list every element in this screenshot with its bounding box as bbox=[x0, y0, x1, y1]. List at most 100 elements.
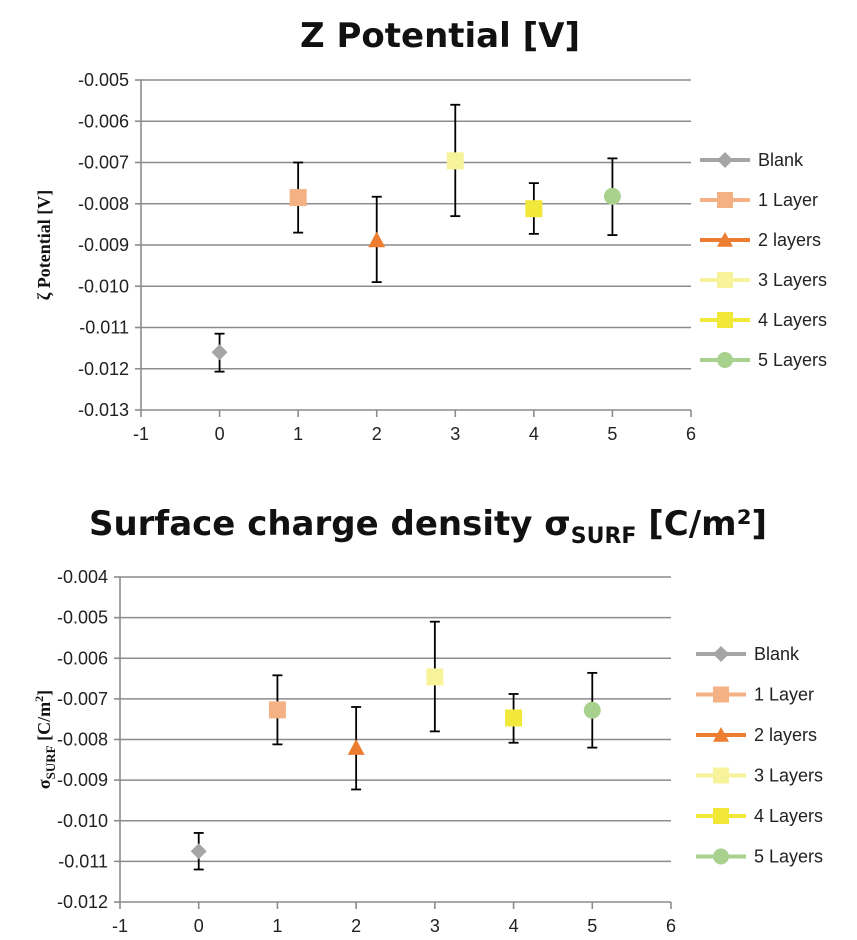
legend-label: 4 Layers bbox=[754, 806, 823, 826]
legend-item-2-layers: 2 layers bbox=[696, 725, 817, 745]
y-tick-label: -0.006 bbox=[57, 648, 108, 668]
legend-marker-1-layer bbox=[717, 192, 733, 208]
data-point-4-layers bbox=[525, 182, 543, 235]
legend-label: 3 Layers bbox=[758, 270, 827, 290]
y-axis-label: ζ Potential [V] bbox=[34, 190, 54, 300]
zeta-potential-chart: Z Potential [V] -0.005 -0.006 -0.007 -0.008 -… bbox=[0, 0, 857, 460]
data-point-3-layers bbox=[426, 620, 444, 733]
legend-item-3-layers: 3 Layers bbox=[700, 270, 827, 290]
y-tick-label: -0.010 bbox=[78, 276, 129, 296]
x-tick-label: 4 bbox=[509, 916, 519, 936]
x-tick-label: 3 bbox=[430, 916, 440, 936]
marker-3-layers bbox=[426, 668, 444, 686]
legend-item-5-layers: 5 Layers bbox=[700, 350, 827, 370]
legend-marker-4-layers bbox=[713, 808, 729, 824]
zeta-potential-chart-svg: Z Potential [V] -0.005 -0.006 -0.007 -0.008 -… bbox=[34, 16, 827, 444]
surface-charge-chart: Surface charge density σSURF [C/m²] -0.00… bbox=[0, 470, 857, 940]
data-point-5-layers bbox=[583, 671, 601, 749]
legend-label: 2 layers bbox=[758, 230, 821, 250]
legend-label: 5 Layers bbox=[754, 847, 823, 867]
legend-marker-3-layers bbox=[717, 272, 733, 288]
legend: Blank 1 Layer 2 layers 3 Layers 4 Layers 5 La… bbox=[696, 644, 823, 867]
y-tick-label: -0.004 bbox=[57, 567, 108, 587]
legend-marker-4-layers bbox=[717, 312, 733, 328]
y-tick-label: -0.008 bbox=[78, 194, 129, 214]
y-tick-label: -0.010 bbox=[57, 811, 108, 831]
marker-blank bbox=[190, 843, 207, 860]
data-point-1-layer bbox=[268, 674, 286, 746]
legend-label: 4 Layers bbox=[758, 310, 827, 330]
legend-item-3-layers: 3 Layers bbox=[696, 766, 823, 786]
legend-label: 5 Layers bbox=[758, 350, 827, 370]
x-tick-label: 4 bbox=[529, 424, 539, 444]
marker-1-layer bbox=[268, 701, 286, 719]
x-tick-label: 1 bbox=[272, 916, 282, 936]
marker-5-layers bbox=[603, 187, 621, 205]
y-tick-label: -0.005 bbox=[78, 70, 129, 90]
legend-marker-3-layers bbox=[713, 767, 729, 784]
legend-item-blank: Blank bbox=[696, 644, 800, 664]
legend-item-5-layers: 5 Layers bbox=[696, 847, 823, 867]
legend-marker-2-layers bbox=[713, 727, 729, 742]
marker-2-layers bbox=[368, 231, 386, 248]
data-point-4-layers bbox=[505, 693, 523, 744]
legend-label: 2 layers bbox=[754, 725, 817, 745]
marker-2-layers bbox=[347, 739, 365, 755]
chart-title: Z Potential [V] bbox=[300, 16, 580, 56]
x-tick-label: 3 bbox=[450, 424, 460, 444]
y-tick-label: -0.009 bbox=[57, 770, 108, 790]
y-tick-label: -0.007 bbox=[78, 153, 129, 173]
legend-label: 1 Layer bbox=[758, 190, 818, 210]
legend-marker-1-layer bbox=[713, 686, 729, 703]
chart-title: Surface charge density σSURF [C/m²] bbox=[89, 504, 767, 549]
legend: Blank 1 Layer 2 layers 3 Layers 4 Layers 5 La… bbox=[700, 150, 827, 370]
legend-marker-blank bbox=[713, 646, 729, 662]
x-tick-label: 2 bbox=[372, 424, 382, 444]
y-tick-label: -0.011 bbox=[58, 851, 108, 871]
y-tick-label: -0.012 bbox=[78, 359, 129, 379]
y-tick-label: -0.012 bbox=[57, 892, 108, 912]
y-tick-label: -0.008 bbox=[57, 730, 108, 750]
x-tick-label: 1 bbox=[293, 424, 303, 444]
x-tick-label: 0 bbox=[215, 424, 225, 444]
legend-item-4-layers: 4 Layers bbox=[696, 806, 823, 826]
marker-3-layers bbox=[446, 152, 464, 170]
x-tick-label: 6 bbox=[686, 424, 696, 444]
y-axis-label: σSURF [C/m2] bbox=[32, 690, 58, 789]
x-tick-label: 5 bbox=[607, 424, 617, 444]
legend-item-2-layers: 2 layers bbox=[700, 230, 821, 250]
data-point-3-layers bbox=[446, 103, 464, 218]
x-tick-label: 5 bbox=[587, 916, 597, 936]
data-point-5-layers bbox=[603, 157, 621, 237]
x-tick-label: -1 bbox=[133, 424, 149, 444]
data-point-2-layers bbox=[368, 195, 386, 284]
data-point-1-layer bbox=[289, 161, 307, 234]
data-point-blank bbox=[190, 832, 207, 871]
marker-blank bbox=[211, 344, 228, 361]
y-tick-label: -0.013 bbox=[78, 400, 129, 420]
legend-marker-blank bbox=[717, 152, 733, 168]
legend-item-blank: Blank bbox=[700, 150, 804, 170]
surface-charge-chart-svg: Surface charge density σSURF [C/m²] -0.00… bbox=[32, 504, 823, 936]
y-tick-label: -0.006 bbox=[78, 111, 129, 131]
marker-4-layers bbox=[505, 709, 523, 727]
legend-item-4-layers: 4 Layers bbox=[700, 310, 827, 330]
y-tick-label: -0.011 bbox=[79, 318, 129, 338]
data-point-blank bbox=[211, 332, 228, 373]
legend-label: Blank bbox=[758, 150, 804, 170]
legend-label: 3 Layers bbox=[754, 766, 823, 786]
legend-item-1-layer: 1 Layer bbox=[700, 190, 818, 210]
legend-label: Blank bbox=[754, 644, 800, 664]
x-tick-label: 0 bbox=[194, 916, 204, 936]
marker-4-layers bbox=[525, 200, 543, 218]
marker-5-layers bbox=[583, 701, 601, 719]
legend-marker-5-layers bbox=[713, 848, 729, 865]
marker-1-layer bbox=[289, 189, 307, 207]
legend-label: 1 Layer bbox=[754, 685, 814, 705]
y-tick-label: -0.007 bbox=[57, 689, 108, 709]
x-tick-label: 6 bbox=[666, 916, 676, 936]
legend-marker-5-layers bbox=[717, 352, 733, 368]
x-tick-label: -1 bbox=[112, 916, 128, 936]
legend-item-1-layer: 1 Layer bbox=[696, 685, 814, 705]
legend-marker-2-layers bbox=[717, 232, 733, 247]
